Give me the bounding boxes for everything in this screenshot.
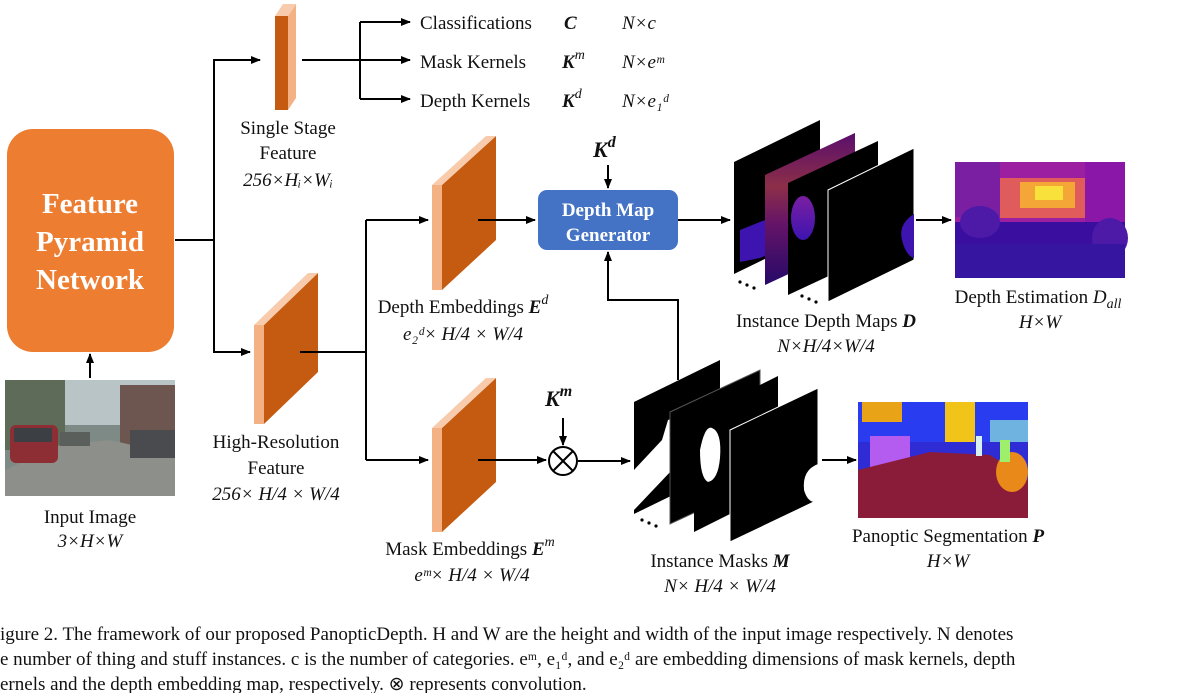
output-depth-kernels-symbol: K [561,91,576,112]
output-mask-kernels-dims: N×eᵐ [621,52,665,73]
mask-embeddings-sup: m [545,535,555,550]
svg-text:Depth Embeddings Ed: Depth Embeddings Ed [378,293,550,318]
masks-to-generator-arrow [604,251,679,380]
single-stage-feature-block [275,4,296,110]
depth-embeddings-label: Depth Embeddings [378,297,524,318]
panoptic-dims: H×W [926,551,972,572]
output-mask-kernels-label: Mask Kernels [420,52,526,73]
panoptic-symbol: P [1031,526,1044,547]
generator-label-line2: Generator [566,225,651,246]
single-stage-label-line1: Single Stage [240,118,336,139]
depth-embeddings-symbol: E [528,297,542,318]
fpn-box [7,129,174,352]
output-classifications-symbol: C [564,13,577,34]
instance-depth-maps-stack [734,120,915,304]
convolution-operator-icon [548,446,578,476]
output-mask-kernels-sup: m [575,48,585,63]
output-classifications-label: Classifications [420,13,532,34]
depth-estimation-label: Depth Estimation [955,287,1089,308]
kd-input-sup: d [608,134,617,151]
svg-text:Mask Embeddings Em: Mask Embeddings Em [385,535,555,560]
svg-text:Km: Km [544,383,572,411]
output-mask-kernels-symbol: K [561,52,576,73]
output-depth-kernels-sup: d [575,87,583,102]
input-image-dims: 3×H×W [57,531,125,552]
input-image-label: Input Image [44,507,136,528]
instance-masks-dims: N× H/4 × W/4 [663,576,776,597]
depth-estimation-image [955,162,1128,278]
panoptic-label: Panoptic Segmentation [852,526,1028,547]
svg-text:Depth Estimation Dall: Depth Estimation Dall [955,287,1122,312]
high-res-dims: 256× H/4 × W/4 [212,484,340,505]
high-res-label-line1: High-Resolution [213,432,340,453]
single-stage-label-line2: Feature [260,143,317,164]
svg-text:Instance Masks M: Instance Masks M [650,551,790,572]
svg-text:Km: Km [561,48,585,73]
svg-text:Panoptic Segmentation P: Panoptic Segmentation P [852,526,1044,547]
depth-embeddings-dims: e₂ᵈ× H/4 × W/4 [403,324,523,345]
output-depth-kernels-label: Depth Kernels [420,91,530,112]
instance-depth-symbol: D [901,311,916,332]
high-res-feature-block [254,273,318,424]
depth-embeddings-sup: d [541,293,549,308]
instance-depth-label: Instance Depth Maps [736,311,897,332]
fpn-to-high-res-arrow [213,240,251,356]
depth-embeddings-block [432,136,496,290]
fpn-to-single-stage-arrow [175,56,261,241]
svg-text:Kd: Kd [561,87,583,112]
generator-label-line1: Depth Map [562,200,654,221]
mask-embeddings-dims: eᵐ× H/4 × W/4 [414,565,530,586]
caption-line-1: igure 2. The framework of our proposed P… [0,624,1014,645]
kd-input-symbol: K [592,137,609,162]
svg-text:Instance Depth Maps D: Instance Depth Maps D [736,311,916,332]
instance-masks-stack [634,360,819,543]
single-stage-dims: 256×Hᵢ×Wᵢ [243,170,333,191]
depth-estimation-symbol: D [1092,287,1107,308]
instance-masks-symbol: M [772,551,791,572]
km-input-symbol: K [544,386,561,411]
caption-line-3: ernels and the depth embedding map, resp… [0,674,587,693]
mask-embeddings-block [432,378,496,532]
high-res-label-line2: Feature [248,458,305,479]
mask-embeddings-label: Mask Embeddings [385,539,527,560]
depth-map-generator-box [538,190,678,250]
depth-estimation-sub: all [1107,297,1122,312]
instance-masks-label: Instance Masks [650,551,768,572]
caption-line-2: e number of thing and stuff instances. c… [0,649,1016,670]
figure-caption: igure 2. The framework of our proposed P… [0,622,1178,693]
input-image [5,380,175,496]
mask-embeddings-symbol: E [531,539,545,560]
km-input-sup: m [560,383,572,400]
fpn-label-line3: Network [36,264,145,296]
fpn-label-line2: Pyramid [36,226,144,258]
depth-estimation-dims: H×W [1018,312,1064,333]
output-classifications-dims: N×c [621,13,656,34]
instance-depth-dims: N×H/4×W/4 [776,336,875,357]
output-depth-kernels-dims: N×e₁ᵈ [621,91,670,112]
panoptic-segmentation-image [858,402,1028,518]
svg-text:Kd: Kd [592,134,617,162]
fpn-label-line1: Feature [42,188,138,220]
